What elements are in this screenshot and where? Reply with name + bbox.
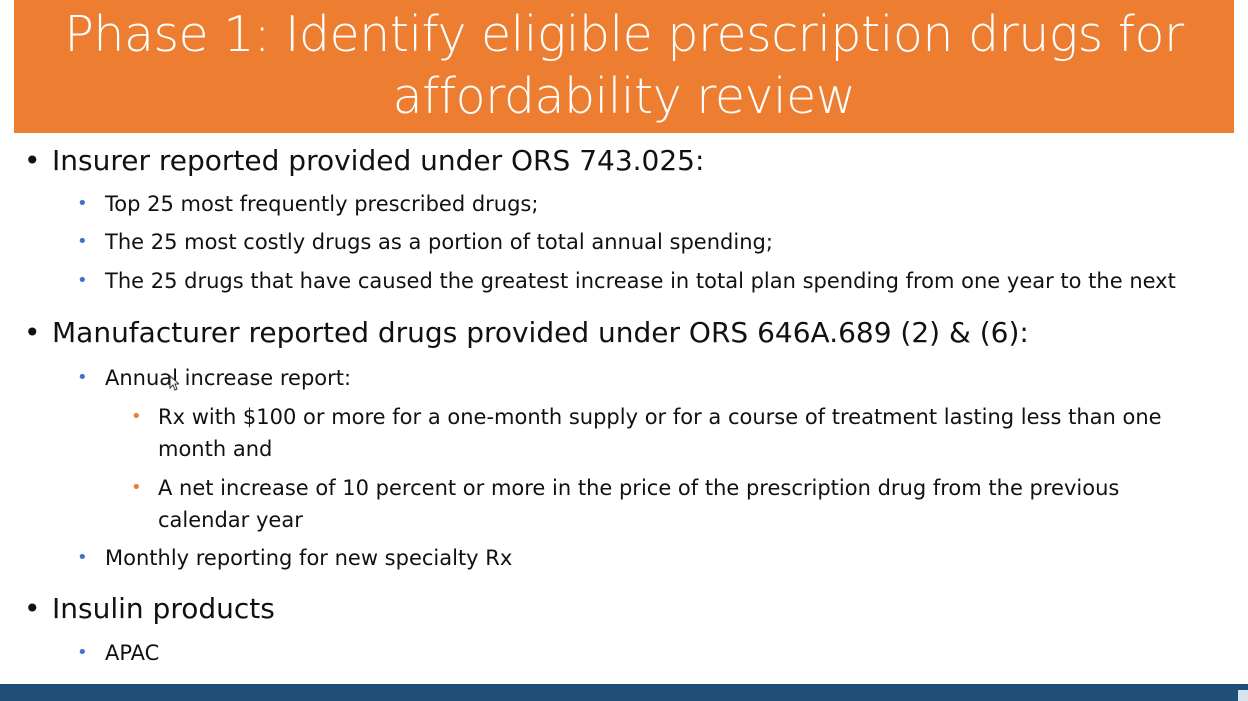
sub-sub-bullet-point-icon: • — [131, 406, 142, 427]
sub-bullet-point-icon: • — [77, 193, 88, 214]
sub-bullet-text: Top 25 most frequently prescribed drugs; — [105, 192, 539, 216]
mouse-cursor-icon — [169, 375, 179, 391]
slide-content: • Insurer reported provided under ORS 74… — [24, 144, 1201, 668]
sub-bullet-text: Annual increase report: — [105, 366, 352, 390]
slide-title: Phase 1: Identify eligible prescription … — [64, 5, 1184, 125]
sub-bullet-text: APAC — [105, 641, 160, 665]
sub-bullet-annual-increase-report: • Annual increase report: — [77, 363, 351, 393]
sub-bullet-top-25-costly: • The 25 most costly drugs as a portion … — [77, 227, 773, 257]
sub-bullet-point-icon: • — [77, 367, 88, 388]
bullet-point-icon: • — [24, 592, 41, 625]
bullet-text: Insurer reported provided under ORS 743.… — [52, 144, 705, 177]
footer-bar — [0, 684, 1248, 701]
sub-bullet-greatest-increase: • The 25 drugs that have caused the grea… — [77, 266, 1176, 296]
bullet-insurer-reported: • Insurer reported provided under ORS 74… — [24, 144, 704, 178]
sub-sub-bullet-rx-100: • Rx with $100 or more for a one-month s… — [131, 401, 1201, 465]
sub-bullet-text: The 25 drugs that have caused the greate… — [105, 269, 1176, 293]
bullet-text: Insulin products — [52, 592, 275, 625]
sub-bullet-point-icon: • — [77, 231, 88, 252]
sub-bullet-apac: • APAC — [77, 638, 159, 668]
sub-bullet-point-icon: • — [77, 547, 88, 568]
footer-logo-edge — [1238, 690, 1248, 701]
bullet-manufacturer-reported: • Manufacturer reported drugs provided u… — [24, 316, 1029, 350]
sub-sub-bullet-text: Rx with $100 or more for a one-month sup… — [158, 405, 1162, 461]
bullet-point-icon: • — [24, 144, 41, 177]
sub-bullet-monthly-reporting: • Monthly reporting for new specialty Rx — [77, 543, 512, 573]
bullet-point-icon: • — [24, 316, 41, 349]
sub-sub-bullet-point-icon: • — [131, 477, 142, 498]
bullet-text: Manufacturer reported drugs provided und… — [52, 316, 1029, 349]
sub-bullet-text: Monthly reporting for new specialty Rx — [105, 546, 513, 570]
bullet-insulin-products: • Insulin products — [24, 592, 275, 626]
sub-bullet-point-icon: • — [77, 270, 88, 291]
sub-bullet-top-25-prescribed: • Top 25 most frequently prescribed drug… — [77, 189, 538, 219]
sub-sub-bullet-text: A net increase of 10 percent or more in … — [158, 476, 1120, 532]
sub-bullet-text: The 25 most costly drugs as a portion of… — [105, 230, 773, 254]
sub-sub-bullet-net-increase: • A net increase of 10 percent or more i… — [131, 472, 1201, 536]
sub-bullet-point-icon: • — [77, 642, 88, 663]
title-banner: Phase 1: Identify eligible prescription … — [14, 0, 1234, 133]
